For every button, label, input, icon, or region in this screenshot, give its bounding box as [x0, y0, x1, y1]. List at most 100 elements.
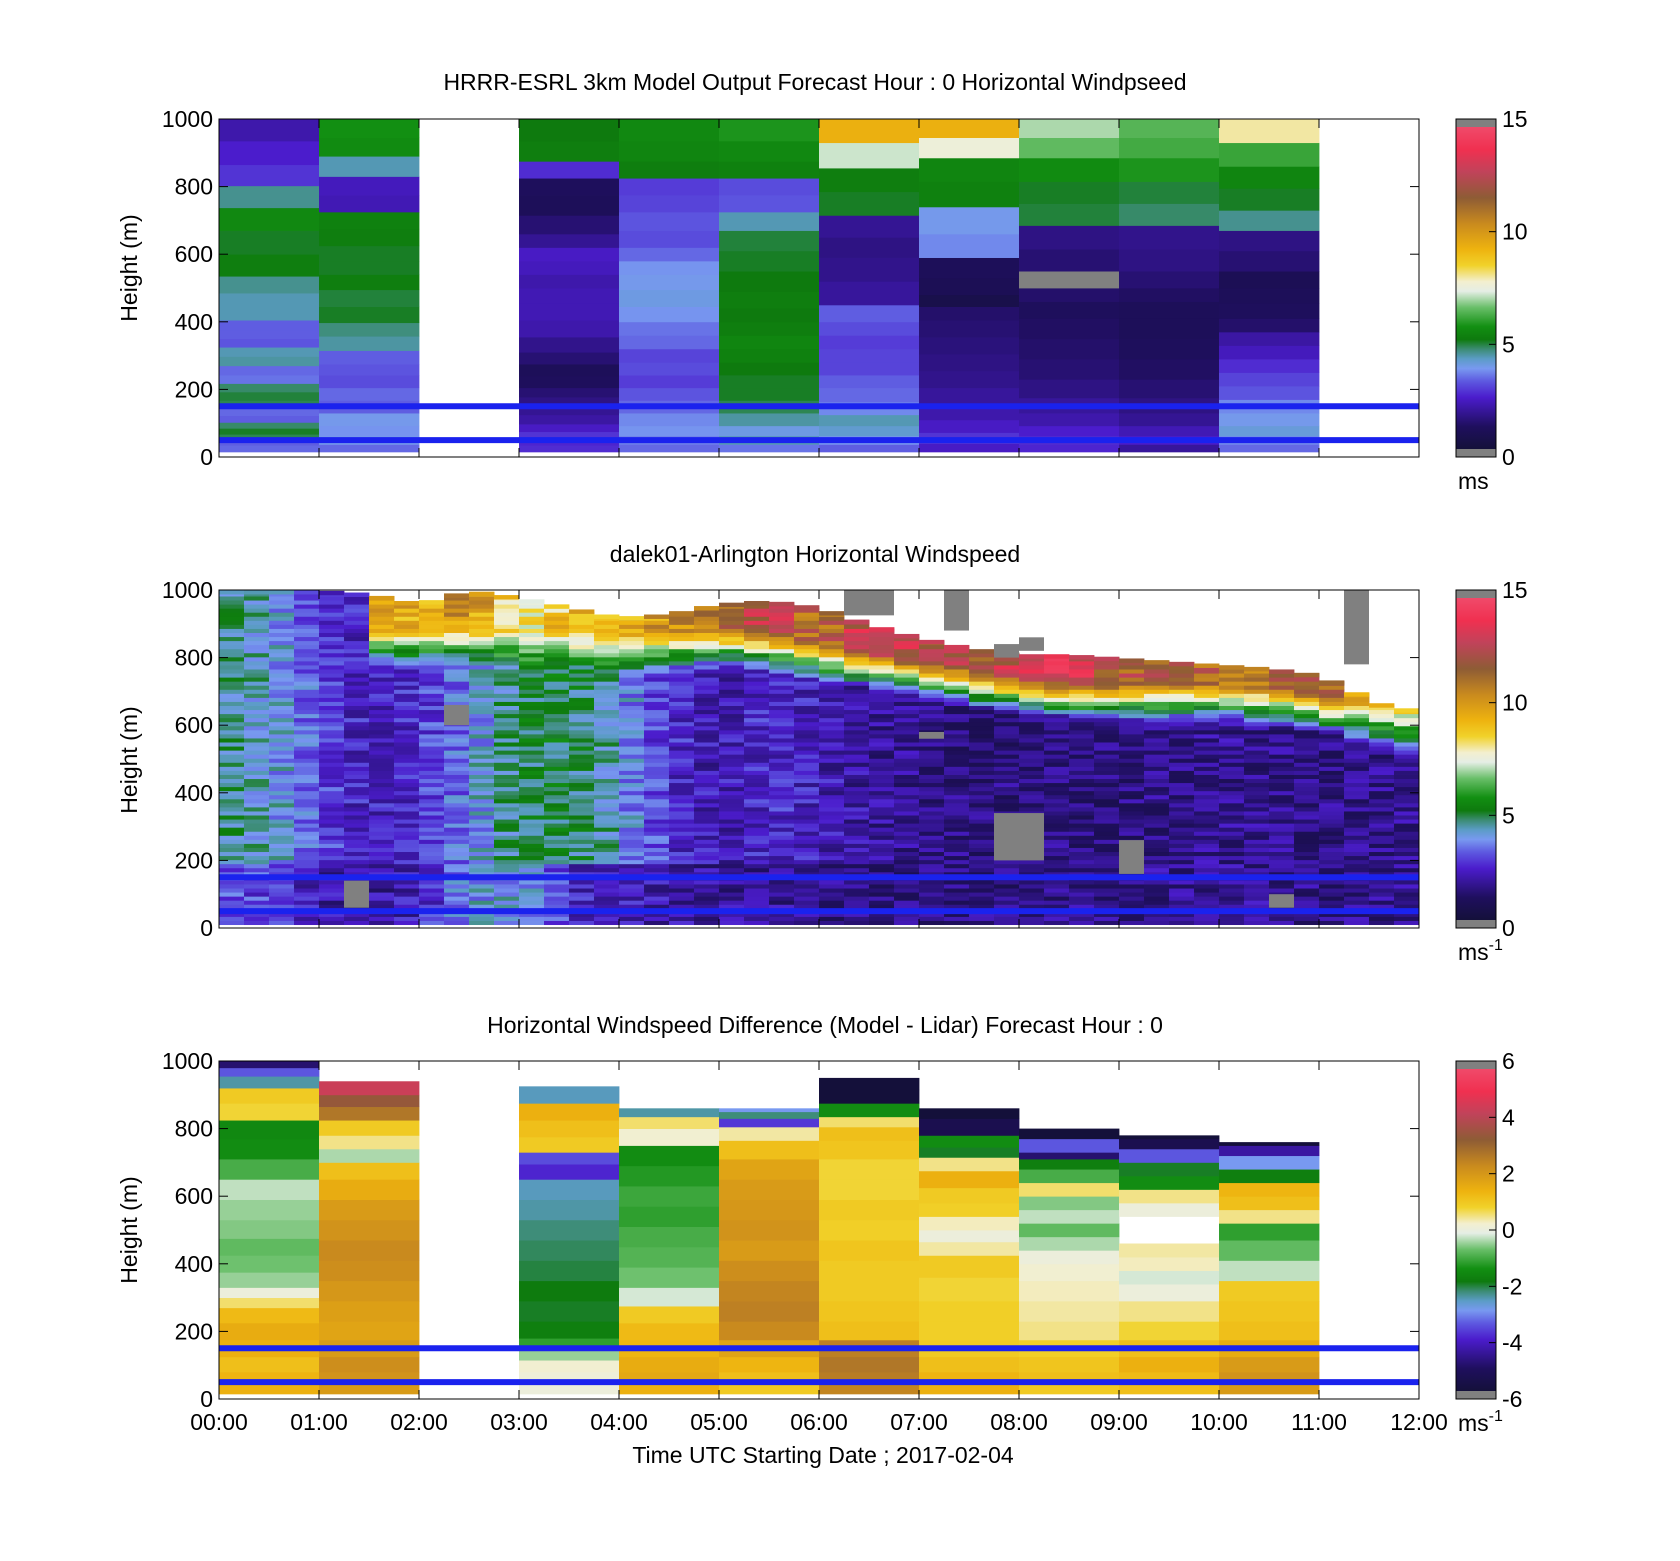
heatmap-cell: [369, 673, 395, 678]
heatmap-cell: [1069, 738, 1095, 743]
heatmap-cell: [219, 604, 245, 609]
heatmap-cell: [1294, 827, 1320, 832]
heatmap-cell: [1069, 859, 1095, 865]
heatmap-cell: [744, 652, 770, 658]
heatmap-cell: [444, 665, 470, 670]
heatmap-cell: [869, 896, 895, 901]
heatmap-cell: [444, 819, 470, 824]
heatmap-cell: [294, 843, 320, 848]
heatmap-cell: [1194, 863, 1220, 869]
heatmap-cell: [944, 721, 970, 727]
heatmap-cell: [1344, 721, 1370, 727]
heatmap-cell: [469, 782, 495, 788]
heatmap-cell: [1269, 802, 1295, 808]
heatmap-cell: [644, 620, 670, 625]
heatmap-cell: [1119, 137, 1220, 159]
heatmap-cell: [369, 742, 395, 747]
heatmap-cell: [244, 859, 270, 865]
heatmap-cell: [894, 871, 920, 877]
heatmap-cell: [1144, 831, 1170, 836]
heatmap-cell: [719, 362, 820, 376]
heatmap-cell: [1044, 843, 1070, 848]
heatmap-cell: [919, 798, 945, 804]
heatmap-cell: [319, 228, 420, 247]
heatmap-cell: [1244, 681, 1270, 686]
heatmap-cell: [894, 778, 920, 784]
heatmap-cell: [519, 677, 545, 682]
heatmap-cell: [819, 636, 845, 642]
heatmap-cell: [819, 847, 845, 853]
heatmap-cell: [369, 616, 395, 621]
heatmap-cell: [219, 733, 245, 739]
heatmap-cell: [1219, 1182, 1320, 1197]
heatmap-cell: [419, 648, 445, 654]
heatmap-cell: [469, 750, 495, 755]
heatmap-cell: [244, 884, 270, 889]
heatmap-cell: [569, 900, 595, 905]
heatmap-cell: [1294, 733, 1320, 739]
heatmap-cell: [394, 701, 420, 706]
heatmap-cell: [944, 648, 970, 654]
heatmap-cell: [569, 778, 595, 784]
heatmap-cell: [244, 685, 270, 690]
heatmap-cell: [369, 685, 395, 690]
heatmap-cell: [219, 1238, 320, 1256]
heatmap-cell: [1169, 786, 1195, 792]
heatmap-cell: [894, 839, 920, 844]
heatmap-cell: [494, 624, 520, 629]
heatmap-cell: [219, 855, 245, 861]
heatmap-cell: [419, 815, 445, 820]
heatmap-cell: [344, 916, 370, 921]
heatmap-cell: [1244, 831, 1270, 836]
heatmap-cell: [894, 725, 920, 731]
heatmap-cell: [819, 697, 845, 702]
heatmap-cell: [1144, 685, 1170, 690]
heatmap-cell: [919, 648, 945, 654]
heatmap-cell: [669, 616, 695, 621]
heatmap-cell: [819, 1077, 920, 1091]
heatmap-cell: [319, 827, 345, 832]
heatmap-cell: [219, 916, 245, 921]
heatmap-cell: [919, 337, 1020, 355]
heatmap-cell: [694, 916, 720, 921]
heatmap-cell: [419, 863, 445, 869]
heatmap-cell: [1119, 884, 1145, 889]
heatmap-cell: [469, 677, 495, 682]
heatmap-cell: [544, 669, 570, 674]
heatmap-cell: [519, 612, 545, 617]
x-tick-label: 02:00: [390, 1409, 448, 1435]
heatmap-cell: [319, 1094, 420, 1108]
heatmap-cell: [744, 612, 770, 617]
heatmap-cell: [544, 733, 570, 739]
heatmap-cell: [519, 640, 545, 646]
heatmap-cell: [469, 884, 495, 889]
heatmap-cell: [294, 754, 320, 759]
heatmap-cell: [1294, 880, 1320, 885]
heatmap-cell: [269, 855, 295, 861]
heatmap-cell: [294, 871, 320, 877]
heatmap-cell: [544, 847, 570, 853]
heatmap-cell: [794, 880, 820, 885]
heatmap-cell: [969, 673, 995, 678]
heatmap-cell: [1119, 681, 1145, 686]
heatmap-cell: [594, 665, 620, 670]
heatmap-cell: [819, 168, 920, 193]
heatmap-cell: [419, 819, 445, 824]
heatmap-cell: [1019, 425, 1120, 437]
heatmap-cell: [469, 754, 495, 759]
heatmap-cell: [1294, 746, 1320, 751]
heatmap-cell: [1094, 888, 1120, 893]
heatmap-cell: [1119, 802, 1145, 808]
heatmap-cell: [669, 807, 695, 812]
heatmap-cell: [344, 742, 370, 747]
heatmap-cell: [1119, 815, 1145, 820]
heatmap-cell: [819, 321, 920, 336]
heatmap-cell: [894, 859, 920, 865]
heatmap-cell: [519, 1164, 620, 1180]
heatmap-cell: [719, 628, 745, 633]
heatmap-cell: [1319, 697, 1345, 702]
heatmap-cell: [1344, 705, 1370, 711]
heatmap-cell: [1094, 855, 1120, 861]
heatmap-cell: [844, 766, 870, 771]
heatmap-cell: [294, 733, 320, 739]
